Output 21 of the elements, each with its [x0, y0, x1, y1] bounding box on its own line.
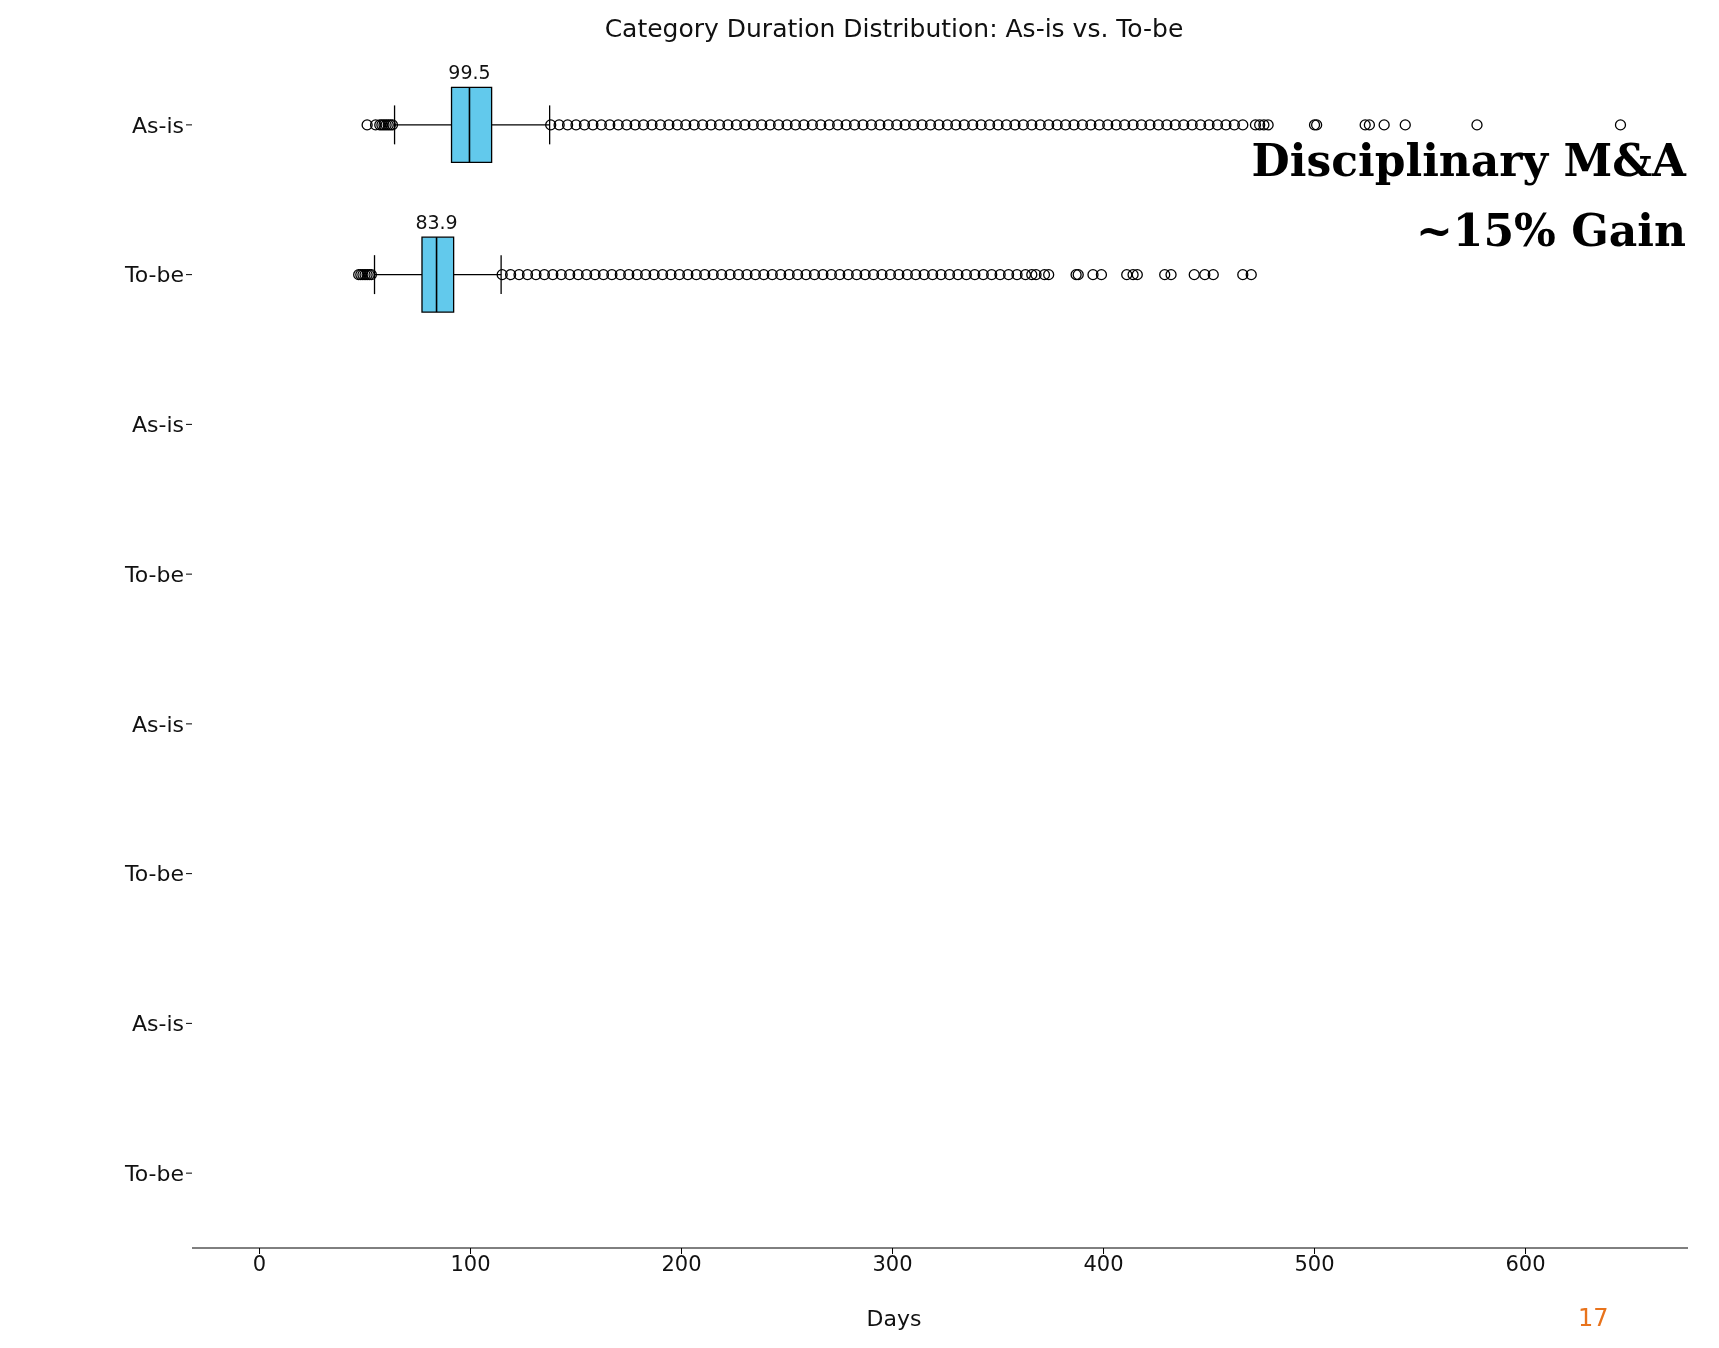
- x-axis-title: Days: [866, 1306, 922, 1331]
- annotation: 99.5: [448, 61, 491, 84]
- y-tick-label: To-be: [123, 1160, 184, 1186]
- x-tick-label: 400: [1083, 1251, 1124, 1276]
- x-tick-label: 100: [450, 1251, 491, 1276]
- x-tick-label: 300: [872, 1251, 913, 1276]
- y-tick-label: As-is: [131, 412, 184, 438]
- y-tick-label: To-be: [123, 861, 184, 887]
- y-tick-label: As-is: [131, 112, 184, 138]
- annotation: 83.9: [415, 211, 458, 234]
- chart-title: Category Duration Distribution: As-is vs. To-be: [603, 14, 1185, 43]
- x-tick-label: 600: [1505, 1251, 1546, 1276]
- y-tick-label: As-is: [131, 1011, 184, 1037]
- x-tick-label: 500: [1294, 1251, 1335, 1276]
- y-tick-label: To-be: [123, 561, 184, 587]
- y-tick-label: As-is: [131, 711, 184, 737]
- annotation: Disciplinary M&A ~15% Gain: [1251, 134, 1686, 258]
- text: 17: [1578, 1304, 1609, 1332]
- x-tick-label: 200: [661, 1251, 702, 1276]
- y-tick-label: To-be: [123, 262, 184, 288]
- x-tick-label: 0: [252, 1251, 267, 1276]
